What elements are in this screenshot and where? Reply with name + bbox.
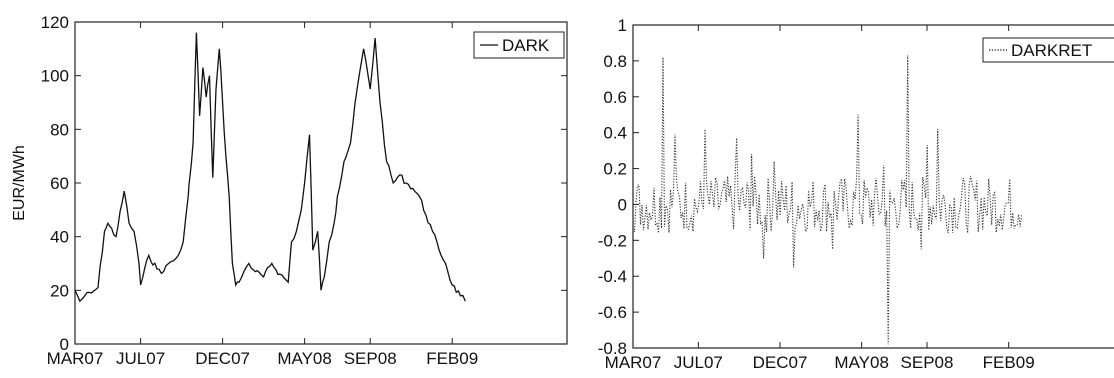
y-tick-label: 0.6: [603, 88, 627, 107]
chart-2: -0.8 -0.6 -0.4 -0.2 0 0.2 0.4 0.6 0.8 1 MAR07 JUL07…: [598, 16, 1114, 372]
x-tick-label: JUL07: [674, 353, 723, 372]
x-tick-label: DEC07: [195, 349, 250, 368]
x-tick-label: MAY08: [277, 349, 332, 368]
chart-1: 0 20 40 60 80 100 120 MAR07 JUL07 DEC07 MAY08 SEP08…: [11, 13, 568, 368]
legend-box: [982, 37, 1114, 63]
y-tick-label: -0.4: [598, 267, 627, 286]
legend-label: DARK: [502, 36, 550, 55]
y-tick-label: 0.4: [603, 124, 627, 143]
x-tick-label: DEC07: [753, 353, 808, 372]
y-tick-label: -0.8: [598, 339, 627, 358]
y-tick-label: 80: [50, 120, 69, 139]
series-line-DARKRET: [632, 55, 1023, 345]
x-tick-label: FEB09: [983, 353, 1035, 372]
y-tick-label: 0.2: [603, 160, 627, 179]
y-tick-label: 40: [50, 228, 69, 247]
y-tick-label: -0.6: [598, 303, 627, 322]
y-tick-label: -0.2: [598, 231, 627, 250]
y-tick-label: 100: [41, 67, 69, 86]
y-tick-label: 120: [41, 13, 69, 32]
x-tick-label: MAR07: [605, 353, 662, 372]
y-tick-label: 0.8: [603, 52, 627, 71]
x-tick-label: MAR07: [47, 349, 104, 368]
x-tick-label: SEP08: [901, 353, 954, 372]
plot-frame: [74, 21, 568, 345]
plot-frame: [632, 24, 1114, 349]
y-tick-label: 20: [50, 281, 69, 300]
x-tick-label: MAY08: [834, 353, 889, 372]
y-tick-label: 60: [50, 174, 69, 193]
x-tick-label: SEP08: [344, 349, 397, 368]
y-tick-label: 0: [60, 335, 69, 354]
y-tick-label: 1: [618, 16, 627, 35]
series-line-DARK: [74, 32, 466, 303]
x-tick-label: JUL07: [116, 349, 165, 368]
y-tick-label: 0: [618, 195, 627, 214]
y-axis-label: EUR/MWh: [11, 145, 28, 221]
legend-label: DARKRET: [1011, 41, 1092, 60]
x-tick-label: FEB09: [426, 349, 478, 368]
